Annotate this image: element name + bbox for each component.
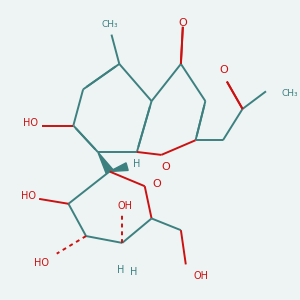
Text: O: O [178,18,187,28]
Text: H: H [117,265,124,275]
Text: CH₃: CH₃ [282,89,298,98]
Polygon shape [110,163,128,172]
Text: CH₃: CH₃ [101,20,118,29]
Text: OH: OH [194,271,208,281]
Text: OH: OH [118,201,133,211]
Text: HO: HO [34,258,49,268]
Text: O: O [162,162,171,172]
Text: O: O [152,179,161,189]
Text: O: O [220,65,228,75]
Text: H: H [133,159,141,169]
Text: HO: HO [21,191,36,201]
Text: HO: HO [23,118,38,128]
Polygon shape [98,152,113,173]
Text: H: H [130,267,138,277]
